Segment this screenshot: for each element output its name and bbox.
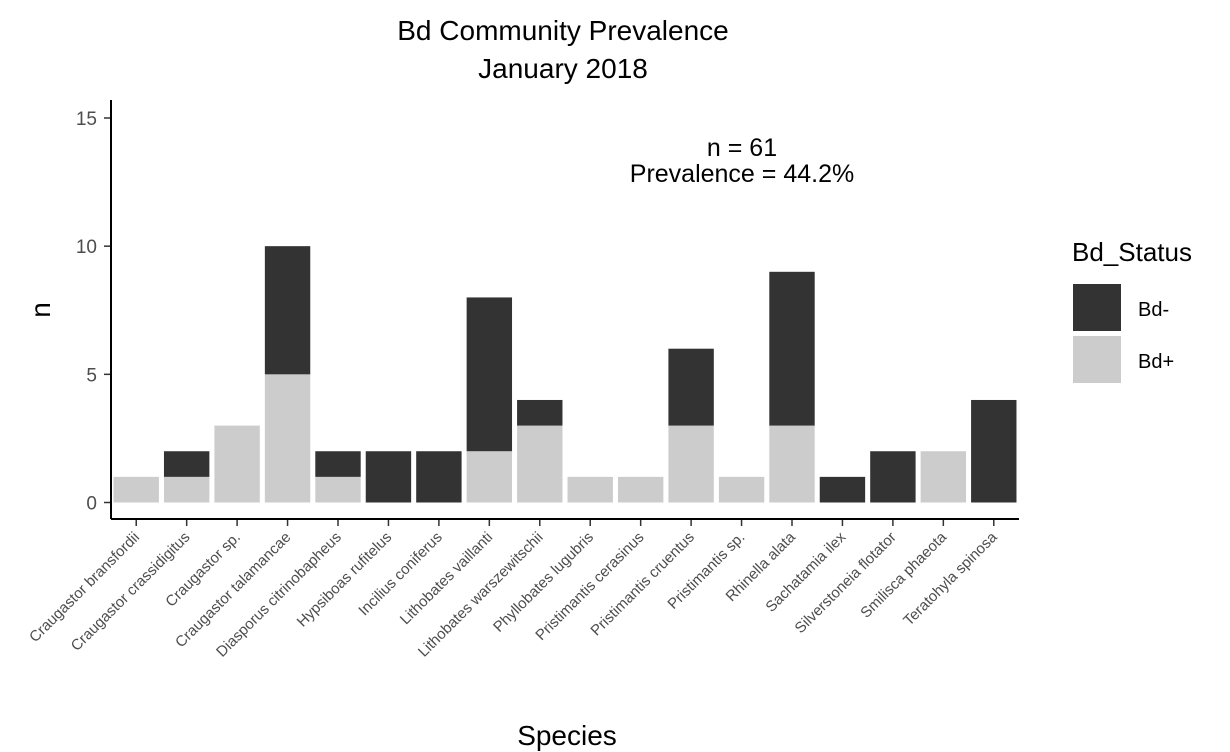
legend-title: Bd_Status	[1072, 237, 1192, 267]
bar-bd-neg-11	[668, 348, 714, 426]
y-tick-label-3: 15	[76, 109, 97, 130]
bar-bd-neg-8	[517, 399, 563, 426]
chart-subtitle: January 2018	[478, 53, 648, 84]
bar-bd-neg-14	[819, 476, 866, 503]
y-tick-label-1: 5	[86, 365, 97, 386]
bar-bd-pos-2	[214, 425, 260, 503]
bar-bd-pos-9	[567, 476, 613, 503]
bar-bd-neg-1	[163, 451, 210, 477]
bar-bd-neg-3	[264, 246, 311, 375]
bar-bd-neg-17	[971, 399, 1017, 503]
chart-title: Bd Community Prevalence	[397, 15, 728, 46]
bar-bd-pos-10	[617, 476, 664, 503]
bar-bd-neg-7	[466, 297, 513, 452]
bar-bd-pos-11	[668, 425, 714, 503]
bar-bd-neg-6	[416, 451, 462, 503]
bar-bd-neg-13	[769, 271, 815, 426]
y-tick-label-0: 0	[86, 494, 97, 515]
y-tick-label-2: 10	[76, 237, 97, 258]
bar-bd-neg-15	[870, 451, 916, 503]
bar-bd-pos-7	[466, 451, 513, 503]
bar-bd-neg-4	[315, 451, 361, 477]
x-tick-label-16: Smilisca phaeota	[857, 528, 950, 621]
bar-bd-neg-5	[365, 451, 412, 503]
bar-bd-pos-8	[517, 425, 563, 503]
bar-bd-pos-4	[315, 476, 361, 503]
x-tick-label-7: Lithobates vaillanti	[397, 529, 496, 628]
y-ticks-group: 0 5 10 15	[76, 109, 111, 515]
legend-label-bd-neg: Bd-	[1138, 299, 1169, 321]
bar-bd-pos-3	[264, 374, 311, 503]
x-tick-label-5: Hypsiboas rufitelus	[294, 529, 396, 631]
x-axis-title: Species	[517, 720, 617, 751]
bar-bd-pos-16	[920, 451, 967, 503]
bar-bd-pos-1	[163, 476, 210, 503]
bar-bd-pos-13	[769, 425, 815, 503]
bar-bd-pos-12	[718, 476, 765, 503]
legend-swatch-bd-neg	[1073, 284, 1121, 331]
annotation-prevalence: Prevalence = 44.2%	[630, 160, 854, 188]
x-tick-label-17: Teratohyla spinosa	[900, 528, 1001, 629]
legend-swatch-bd-pos	[1073, 336, 1121, 383]
bars-group	[113, 246, 1017, 503]
annotation-n: n = 61	[707, 134, 777, 162]
y-axis-title: n	[25, 302, 56, 318]
bar-bd-pos-0	[113, 476, 159, 503]
legend-label-bd-pos: Bd+	[1138, 351, 1174, 373]
